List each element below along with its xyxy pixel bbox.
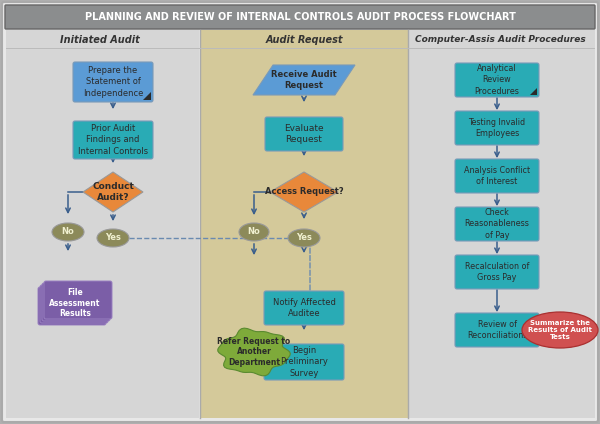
- Ellipse shape: [52, 223, 84, 241]
- Bar: [200, 30, 408, 418]
- Bar: [408, 30, 595, 418]
- Text: Computer-Assis Audit Procedures: Computer-Assis Audit Procedures: [415, 36, 586, 45]
- FancyBboxPatch shape: [455, 63, 539, 97]
- Text: Audit Request: Audit Request: [265, 35, 343, 45]
- Bar: [6, 30, 199, 418]
- FancyBboxPatch shape: [455, 111, 539, 145]
- FancyBboxPatch shape: [38, 287, 106, 325]
- Ellipse shape: [239, 223, 269, 241]
- FancyBboxPatch shape: [73, 121, 153, 159]
- Text: Review of
Reconciliations: Review of Reconciliations: [467, 320, 527, 340]
- Text: Access Request?: Access Request?: [265, 187, 343, 196]
- FancyBboxPatch shape: [455, 207, 539, 241]
- FancyBboxPatch shape: [265, 117, 343, 151]
- Polygon shape: [83, 172, 143, 212]
- Text: Prior Audit
Findings and
Internal Controls: Prior Audit Findings and Internal Contro…: [78, 124, 148, 156]
- Ellipse shape: [522, 312, 598, 348]
- FancyBboxPatch shape: [44, 281, 112, 319]
- Text: Analysis Conflict
of Interest: Analysis Conflict of Interest: [464, 166, 530, 186]
- Text: Refer Request to
Another
Department: Refer Request to Another Department: [217, 337, 290, 367]
- Text: Summarize the
Results of Audit
Tests: Summarize the Results of Audit Tests: [528, 320, 592, 340]
- Polygon shape: [253, 65, 355, 95]
- Text: Recalculation of
Gross Pay: Recalculation of Gross Pay: [465, 262, 529, 282]
- Polygon shape: [270, 172, 338, 212]
- FancyBboxPatch shape: [5, 5, 595, 29]
- Text: Analytical
Review
Procedures: Analytical Review Procedures: [475, 64, 520, 95]
- Text: No: No: [248, 228, 260, 237]
- Text: Receive Audit
Request: Receive Audit Request: [271, 70, 337, 90]
- FancyBboxPatch shape: [455, 159, 539, 193]
- Text: Evaluate
Request: Evaluate Request: [284, 124, 324, 144]
- Polygon shape: [218, 328, 290, 376]
- Text: Yes: Yes: [296, 234, 312, 243]
- Text: Prepare the
Statement of
Independence: Prepare the Statement of Independence: [83, 67, 143, 98]
- Text: Testing Invalid
Employees: Testing Invalid Employees: [469, 118, 526, 138]
- Text: File
Assessment
Results: File Assessment Results: [49, 288, 101, 318]
- FancyBboxPatch shape: [264, 344, 344, 380]
- Polygon shape: [143, 92, 151, 100]
- Ellipse shape: [288, 229, 320, 247]
- Ellipse shape: [97, 229, 129, 247]
- Text: No: No: [62, 228, 74, 237]
- FancyBboxPatch shape: [455, 313, 539, 347]
- FancyBboxPatch shape: [455, 255, 539, 289]
- FancyBboxPatch shape: [40, 285, 108, 323]
- FancyBboxPatch shape: [73, 62, 153, 102]
- Text: Check
Reasonableness
of Pay: Check Reasonableness of Pay: [464, 209, 529, 240]
- FancyBboxPatch shape: [264, 291, 344, 325]
- Text: Yes: Yes: [105, 234, 121, 243]
- Text: Conduct
Audit?: Conduct Audit?: [92, 182, 134, 202]
- Text: Begin
Preliminary
Survey: Begin Preliminary Survey: [280, 346, 328, 378]
- Text: Notify Affected
Auditee: Notify Affected Auditee: [272, 298, 335, 318]
- FancyBboxPatch shape: [42, 283, 110, 321]
- Text: PLANNING AND REVIEW OF INTERNAL CONTROLS AUDIT PROCESS FLOWCHART: PLANNING AND REVIEW OF INTERNAL CONTROLS…: [85, 12, 515, 22]
- Text: Initiated Audit: Initiated Audit: [60, 35, 140, 45]
- Polygon shape: [530, 88, 537, 95]
